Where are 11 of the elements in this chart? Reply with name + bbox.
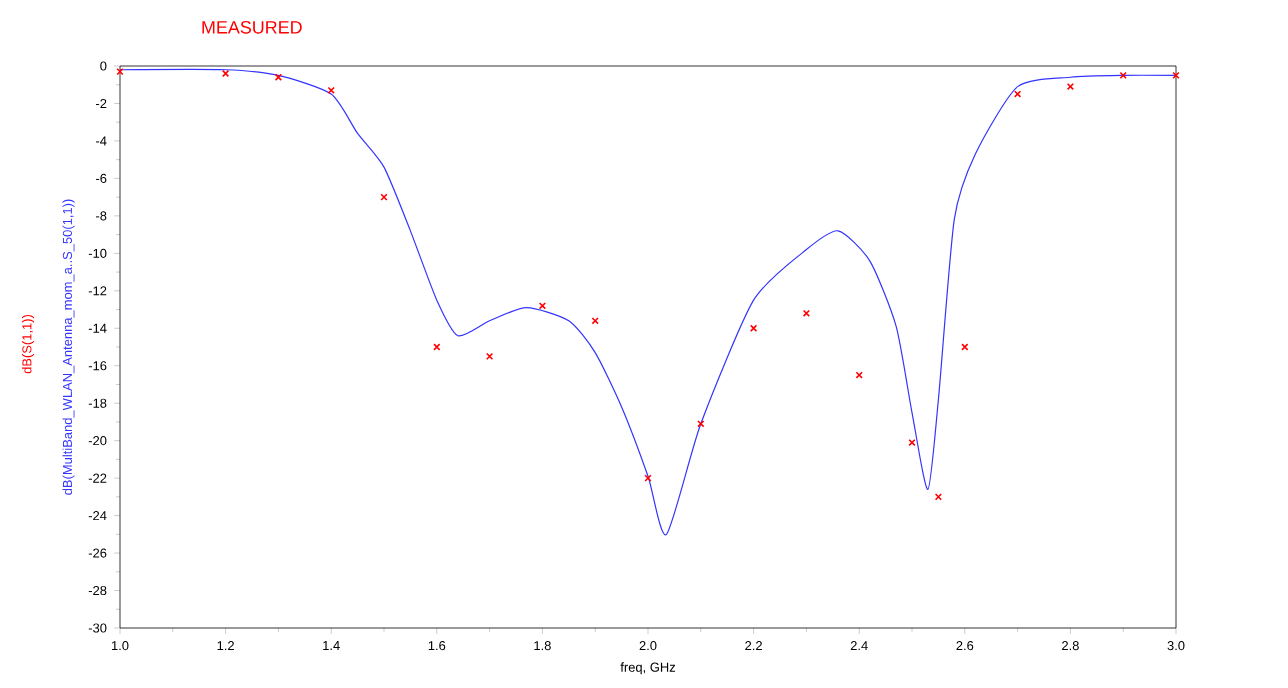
text: MEASURED <box>202 20 302 34</box>
point <box>380 193 388 201</box>
point <box>1066 82 1075 91</box>
point <box>697 420 705 428</box>
line-series <box>119 68 1177 535</box>
point <box>591 317 599 325</box>
point <box>485 352 494 360</box>
point <box>855 371 863 379</box>
point <box>802 309 811 317</box>
point <box>644 474 652 482</box>
point <box>221 69 230 78</box>
